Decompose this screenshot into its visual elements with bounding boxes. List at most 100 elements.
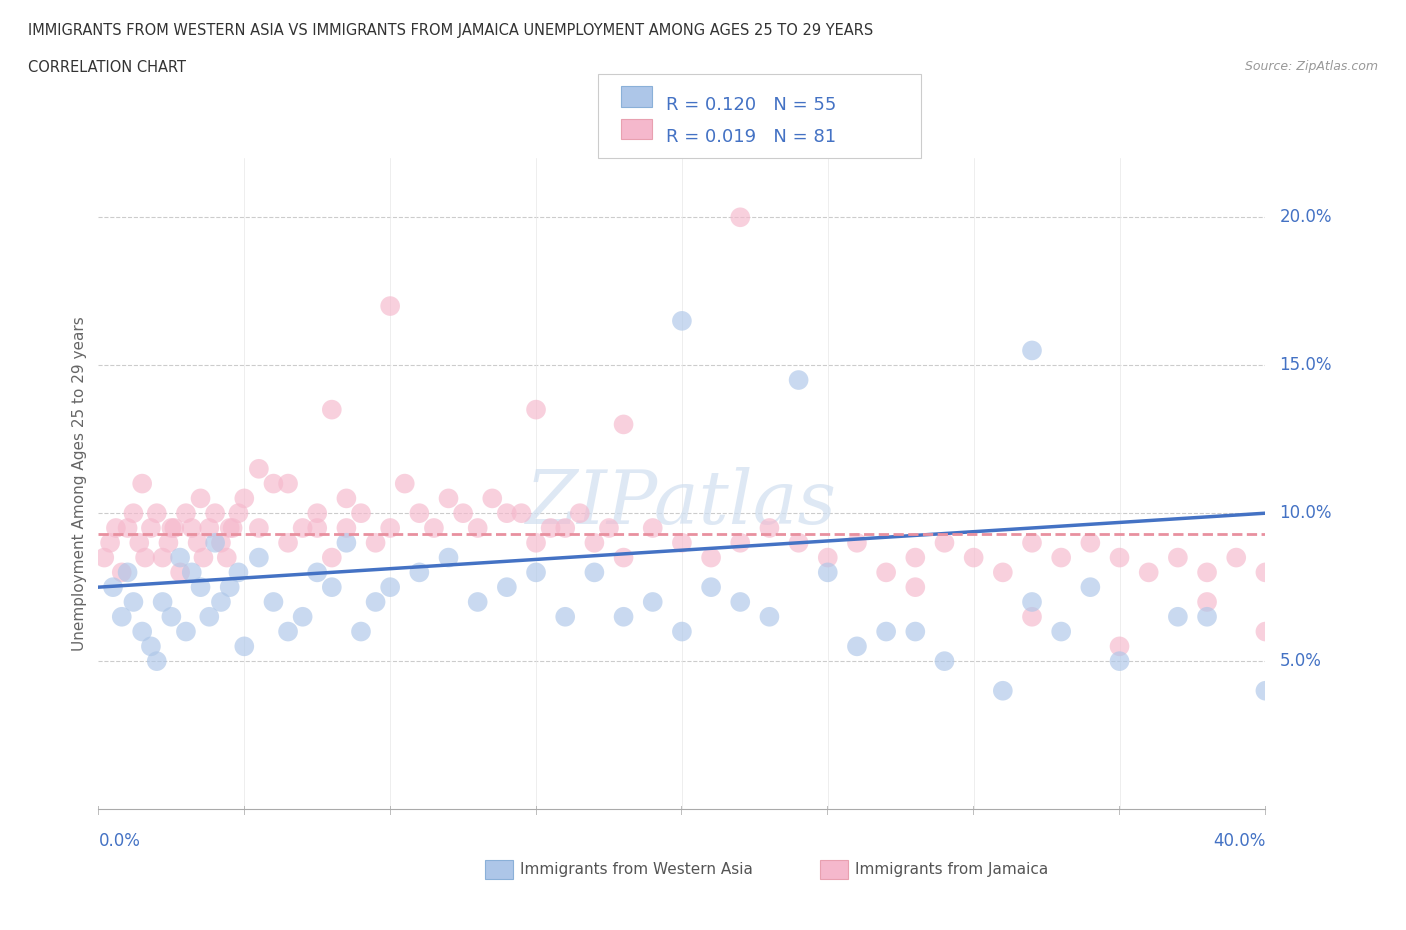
Point: [540, 521, 562, 536]
Point: [1225, 551, 1247, 565]
Point: [1080, 536, 1102, 551]
Point: [111, 565, 134, 579]
Point: [962, 551, 984, 565]
Point: [277, 536, 299, 551]
Point: [209, 536, 232, 551]
Point: [277, 476, 299, 491]
Point: [671, 536, 693, 551]
Point: [221, 521, 243, 536]
Point: [875, 624, 897, 639]
Point: [641, 594, 664, 609]
Point: [335, 536, 357, 551]
Point: [568, 506, 591, 521]
Point: [787, 536, 810, 551]
Text: ZIPatlas: ZIPatlas: [526, 467, 838, 539]
Point: [152, 551, 174, 565]
Point: [131, 476, 153, 491]
Point: [198, 609, 221, 624]
Point: [169, 565, 191, 579]
Point: [554, 609, 576, 624]
Point: [641, 521, 664, 536]
Point: [307, 565, 329, 579]
Point: [583, 565, 606, 579]
Point: [247, 551, 270, 565]
Point: [152, 594, 174, 609]
Text: |: |: [243, 806, 246, 816]
Text: |: |: [1264, 806, 1267, 816]
Point: [335, 491, 357, 506]
Point: [991, 565, 1014, 579]
Point: [378, 579, 402, 594]
Point: [1021, 536, 1043, 551]
Point: [157, 536, 180, 551]
Point: [350, 624, 373, 639]
Point: [700, 579, 723, 594]
Point: [291, 521, 314, 536]
Point: [1254, 565, 1277, 579]
Point: [1254, 624, 1277, 639]
Text: 15.0%: 15.0%: [1279, 356, 1331, 374]
Point: [451, 506, 474, 521]
Point: [321, 579, 343, 594]
Point: [671, 624, 693, 639]
Point: [408, 506, 430, 521]
Point: [247, 461, 270, 476]
Point: [335, 521, 357, 536]
Point: [218, 521, 240, 536]
Text: CORRELATION CHART: CORRELATION CHART: [28, 60, 186, 75]
Point: [1080, 579, 1102, 594]
Point: [904, 624, 927, 639]
Point: [117, 565, 139, 579]
Point: [1167, 551, 1189, 565]
Point: [1108, 654, 1130, 669]
Point: [277, 624, 299, 639]
Point: [160, 609, 183, 624]
Point: [169, 551, 191, 565]
Point: [437, 551, 460, 565]
Point: [495, 579, 517, 594]
Text: |: |: [1118, 806, 1121, 816]
Point: [174, 624, 197, 639]
Point: [817, 551, 839, 565]
Text: 40.0%: 40.0%: [1213, 832, 1265, 850]
Point: [291, 609, 314, 624]
Point: [215, 551, 238, 565]
Point: [122, 506, 145, 521]
Point: [554, 521, 576, 536]
Point: [193, 551, 215, 565]
Point: [758, 521, 780, 536]
Point: [174, 506, 197, 521]
Point: [163, 521, 186, 536]
Text: |: |: [388, 806, 392, 816]
Point: [160, 521, 183, 536]
Point: [190, 491, 212, 506]
Point: [128, 536, 150, 551]
Point: [198, 521, 221, 536]
Point: [583, 536, 606, 551]
Text: R = 0.019   N = 81: R = 0.019 N = 81: [666, 128, 837, 146]
Point: [612, 609, 634, 624]
Point: [904, 579, 927, 594]
Point: [190, 579, 212, 594]
Point: [423, 521, 446, 536]
Point: [233, 491, 256, 506]
Text: |: |: [534, 806, 537, 816]
Point: [467, 594, 489, 609]
Point: [321, 551, 343, 565]
Point: [218, 579, 240, 594]
Point: [524, 536, 547, 551]
Point: [394, 476, 416, 491]
Point: [262, 476, 284, 491]
Point: [187, 536, 209, 551]
Point: [728, 536, 751, 551]
Point: [378, 299, 402, 313]
Point: [228, 506, 250, 521]
Point: [1021, 609, 1043, 624]
Point: [1021, 594, 1043, 609]
Text: 0.0%: 0.0%: [98, 832, 141, 850]
Point: [991, 684, 1014, 698]
Point: [1167, 609, 1189, 624]
Point: [1108, 551, 1130, 565]
Text: 10.0%: 10.0%: [1279, 504, 1331, 522]
Point: [612, 551, 634, 565]
